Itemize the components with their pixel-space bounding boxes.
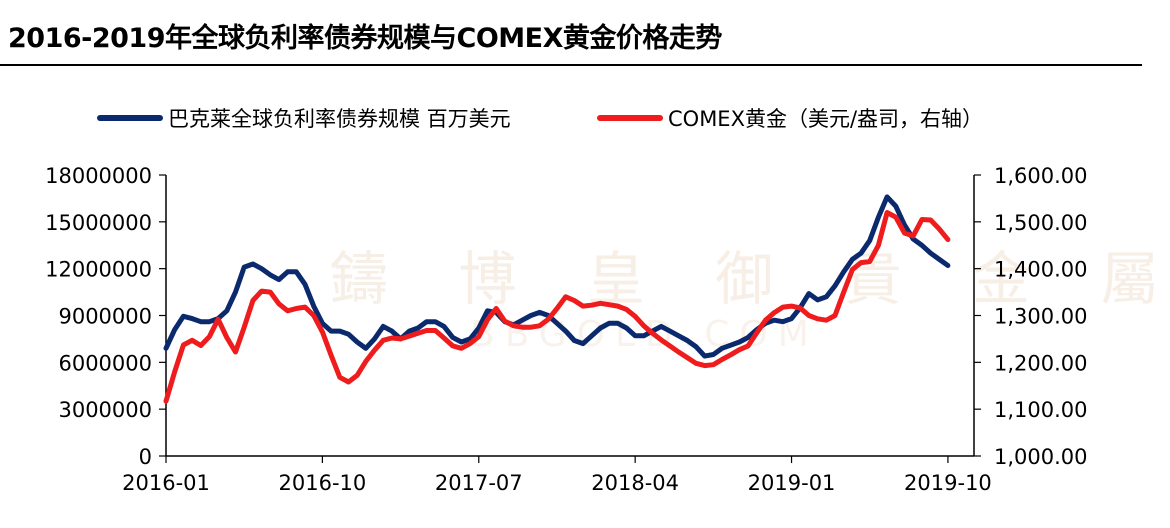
- left-tick-label: 9000000: [58, 305, 152, 329]
- x-tick-label: 2019-10: [904, 471, 992, 495]
- negative-yield-bond-line: [163, 194, 951, 359]
- x-tick-label: 2017-07: [435, 471, 523, 495]
- left-tick-label: 6000000: [58, 351, 152, 375]
- right-tick-label: 1,000.00: [994, 445, 1088, 469]
- x-tick-label: 2016-01: [122, 471, 210, 495]
- comex-gold-line: [163, 210, 951, 404]
- x-tick-label: 2016-10: [279, 471, 367, 495]
- legend-label-comex-gold: COMEX黄金（美元/盎司，右轴）: [668, 107, 983, 131]
- left-tick-label: 18000000: [45, 164, 152, 188]
- right-tick-label: 1,500.00: [994, 211, 1088, 235]
- left-tick-label: 12000000: [45, 258, 152, 282]
- legend-label-negative-yield-bond: 巴克莱全球负利率债券规模 百万美元: [168, 107, 511, 131]
- x-tick-label: 2018-04: [591, 471, 679, 495]
- right-tick-label: 1,300.00: [994, 305, 1088, 329]
- title-divider: [0, 64, 1142, 66]
- left-tick-label: 0: [139, 445, 152, 469]
- watermark-text: 鑄 博 皇 御 貴 金 屬: [330, 245, 1170, 313]
- right-tick-label: 1,100.00: [994, 398, 1088, 422]
- x-tick-label: 2019-01: [748, 471, 836, 495]
- left-tick-label: 15000000: [45, 211, 152, 235]
- left-tick-label: 3000000: [58, 398, 152, 422]
- right-tick-label: 1,400.00: [994, 258, 1088, 282]
- chart-title: 2016-2019年全球负利率债券规模与COMEX黄金价格走势: [8, 23, 722, 54]
- right-tick-label: 1,200.00: [994, 351, 1088, 375]
- right-tick-label: 1,600.00: [994, 164, 1088, 188]
